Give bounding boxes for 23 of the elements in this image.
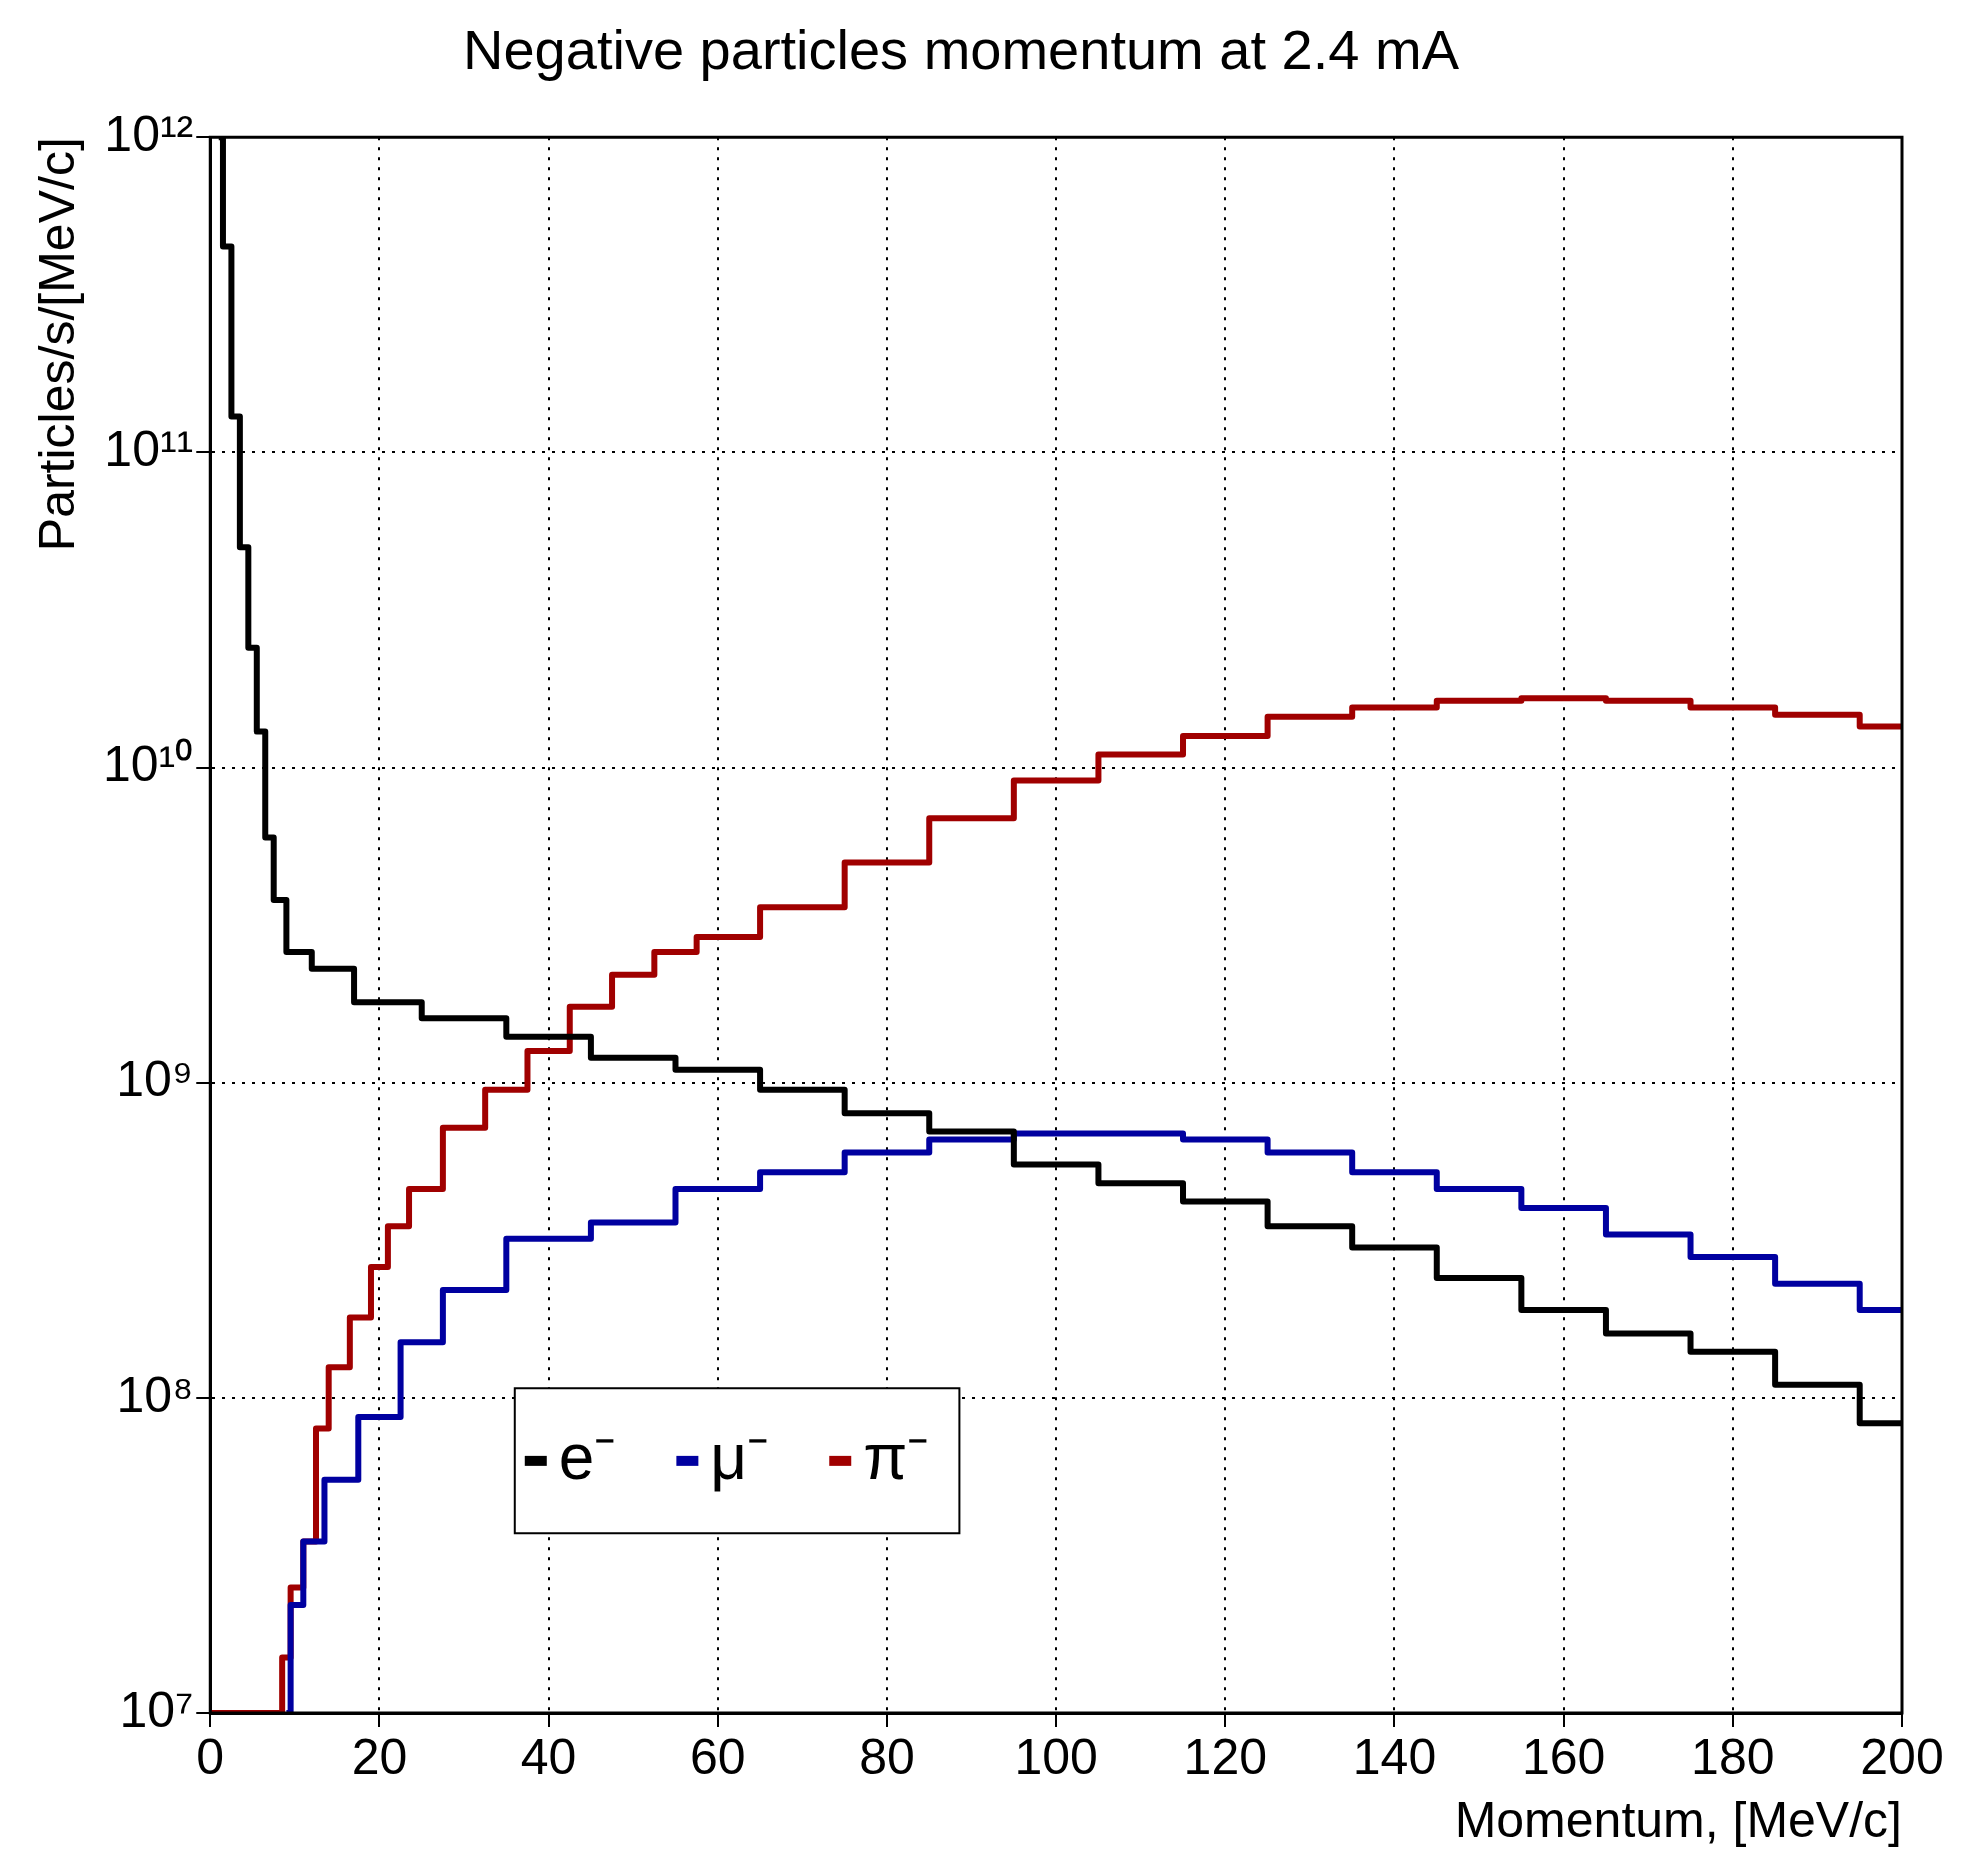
y-tick-label: 10⁷: [119, 1681, 194, 1738]
x-tick-label: 120: [1183, 1728, 1268, 1785]
y-tick-label: 10⁹: [116, 1051, 194, 1108]
x-tick-label: 160: [1521, 1728, 1606, 1785]
legend-label: π⁻: [863, 1420, 930, 1493]
x-axis-title: Momentum, [MeV/c]: [1454, 1791, 1902, 1848]
legend-label: μ⁻: [710, 1420, 770, 1493]
y-axis-title: Particles/s/[MeV/c]: [28, 137, 85, 552]
x-tick-label: 200: [1860, 1728, 1944, 1785]
y-tick-label: 10⁸: [116, 1366, 194, 1423]
x-tick-label: 100: [1014, 1728, 1098, 1785]
x-tick-label: 180: [1691, 1728, 1775, 1785]
x-tick-label: 40: [520, 1728, 577, 1785]
x-tick-label: 20: [351, 1728, 408, 1785]
x-tick-label: 80: [859, 1728, 915, 1785]
x-tick-label: 140: [1352, 1728, 1437, 1785]
x-tick-label: 0: [196, 1728, 225, 1785]
chart-title: Negative particles momentum at 2.4 mA: [463, 18, 1460, 82]
y-tick-label: 10¹¹: [104, 421, 194, 478]
legend-label: e⁻: [558, 1420, 617, 1493]
y-tick-label: 10¹²: [104, 105, 194, 162]
y-tick-label: 10¹⁰: [103, 736, 194, 793]
x-tick-label: 60: [689, 1728, 746, 1785]
